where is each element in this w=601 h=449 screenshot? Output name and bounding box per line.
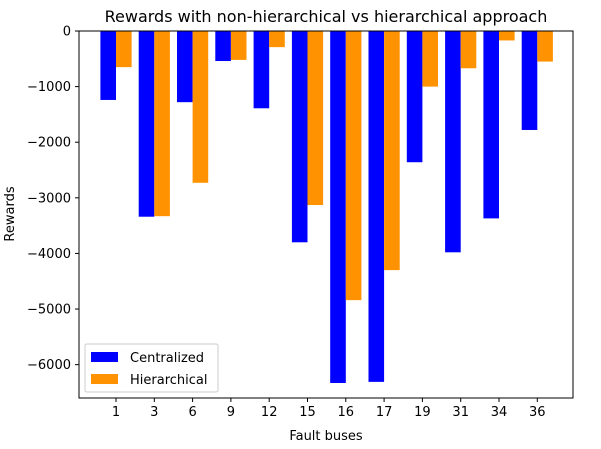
bar-centralized-17	[368, 31, 385, 382]
y-tick-label: −2000	[27, 136, 71, 151]
bar-hierarchical-15	[307, 31, 324, 206]
bar-centralized-9	[215, 31, 231, 62]
bar-centralized-1	[100, 31, 116, 100]
bar-centralized-3	[138, 31, 155, 217]
x-tick-label: 15	[299, 405, 316, 420]
plot-frame	[78, 30, 574, 399]
bar-centralized-15	[291, 31, 308, 243]
y-tick-label: −3000	[27, 191, 71, 206]
x-tick-label: 19	[414, 405, 431, 420]
x-tick-label: 1	[112, 405, 120, 420]
chart-title: Rewards with non-hierarchical vs hierarc…	[105, 7, 548, 26]
x-tick-label: 16	[338, 405, 355, 420]
legend-swatch-hierarchical	[91, 374, 118, 384]
x-tick-label: 17	[376, 405, 393, 420]
bar-centralized-6	[177, 31, 193, 103]
bar-hierarchical-31	[460, 31, 477, 69]
y-tick-label: 0	[63, 25, 71, 40]
legend-box	[84, 343, 219, 393]
x-tick-label: 3	[150, 405, 158, 420]
bar-hierarchical-17	[384, 31, 400, 271]
bars-layer	[100, 31, 553, 383]
bar-centralized-34	[483, 31, 499, 219]
y-axis-label: Rewards	[3, 186, 18, 241]
x-tick-label: 34	[491, 405, 508, 420]
bar-centralized-19	[406, 31, 423, 163]
bar-hierarchical-16	[345, 31, 362, 301]
y-tick-label: −1000	[27, 80, 71, 95]
bar-centralized-16	[330, 31, 346, 383]
x-tick-label: 12	[261, 405, 278, 420]
x-tick-label: 36	[529, 405, 546, 420]
bar-centralized-12	[253, 31, 270, 109]
bar-hierarchical-34	[499, 31, 515, 41]
bar-hierarchical-3	[154, 31, 170, 217]
legend-label-hierarchical: Hierarchical	[130, 373, 207, 388]
ticks-layer: 1 3 6 9 12 15 16 17 19 31 34 360−1000−2000−3000−400…	[27, 25, 546, 421]
y-tick-label: −4000	[27, 247, 71, 262]
legend: Centralized Hierarchical	[84, 343, 219, 393]
bar-hierarchical-6	[192, 31, 209, 183]
x-tick-label: 31	[452, 405, 469, 420]
bar-hierarchical-1	[116, 31, 132, 68]
y-tick-label: −5000	[27, 303, 71, 318]
legend-label-centralized: Centralized	[130, 351, 204, 366]
bar-hierarchical-12	[269, 31, 285, 48]
bar-centralized-31	[445, 31, 461, 253]
legend-swatch-centralized	[91, 352, 118, 362]
x-tick-label: 6	[188, 405, 196, 420]
x-tick-label: 9	[227, 405, 235, 420]
x-axis-label: Fault buses	[289, 429, 363, 444]
bar-hierarchical-36	[537, 31, 553, 62]
y-tick-label: −6000	[27, 358, 71, 373]
bar-hierarchical-19	[422, 31, 438, 87]
bar-hierarchical-9	[230, 31, 247, 60]
bar-centralized-36	[521, 31, 538, 130]
